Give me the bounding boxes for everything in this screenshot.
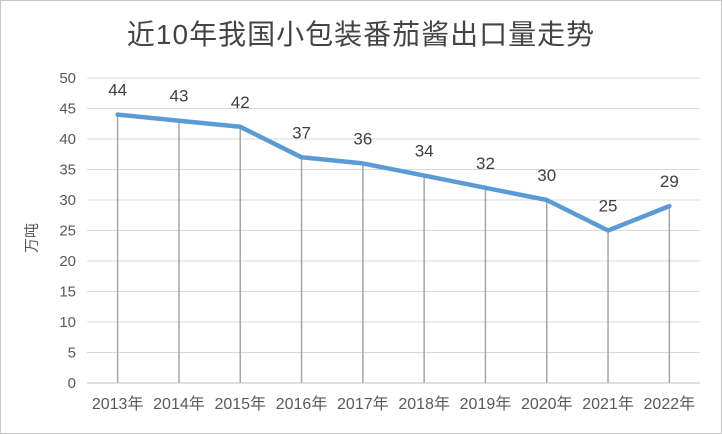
y-tick-label: 35 [59, 162, 76, 179]
x-category-label: 2021年 [582, 395, 634, 413]
data-label: 37 [292, 123, 311, 142]
x-category-label: 2019年 [460, 395, 512, 413]
series-line [115, 112, 672, 233]
x-category-label: 2020年 [521, 395, 573, 413]
y-tick-label: 25 [59, 223, 76, 240]
x-category-label: 2016年 [276, 395, 328, 413]
data-label: 34 [415, 142, 434, 161]
x-category-label: 2015年 [214, 395, 266, 413]
y-tick-label: 10 [59, 314, 76, 331]
data-label: 25 [599, 197, 618, 216]
y-tick-label: 15 [59, 284, 76, 301]
data-label: 44 [108, 81, 127, 100]
data-label: 29 [660, 172, 679, 191]
y-tick-label: 45 [59, 101, 76, 118]
y-tick-label: 0 [68, 375, 76, 392]
y-tick-label: 30 [59, 192, 76, 209]
y-tick-label: 50 [59, 70, 76, 87]
y-tick-label: 40 [59, 131, 76, 148]
data-label: 32 [476, 154, 495, 173]
data-label: 42 [231, 93, 250, 112]
x-category-label: 2018年 [398, 395, 450, 413]
data-label: 36 [353, 129, 372, 148]
chart-title: 近10年我国小包装番茄酱出口量走势 [126, 19, 596, 50]
data-label: 30 [537, 166, 556, 185]
x-category-label: 2022年 [644, 395, 696, 413]
x-category-label: 2017年 [337, 395, 389, 413]
x-category-label: 2013年 [92, 395, 144, 413]
y-tick-label: 5 [68, 345, 76, 362]
x-category-label: 2014年 [153, 395, 205, 413]
data-label: 43 [169, 87, 188, 106]
y-tick-label: 20 [59, 253, 76, 270]
